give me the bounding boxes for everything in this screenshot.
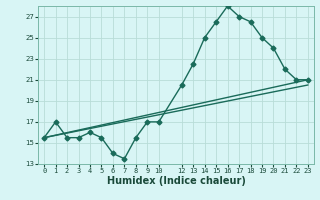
X-axis label: Humidex (Indice chaleur): Humidex (Indice chaleur) (107, 176, 245, 186)
